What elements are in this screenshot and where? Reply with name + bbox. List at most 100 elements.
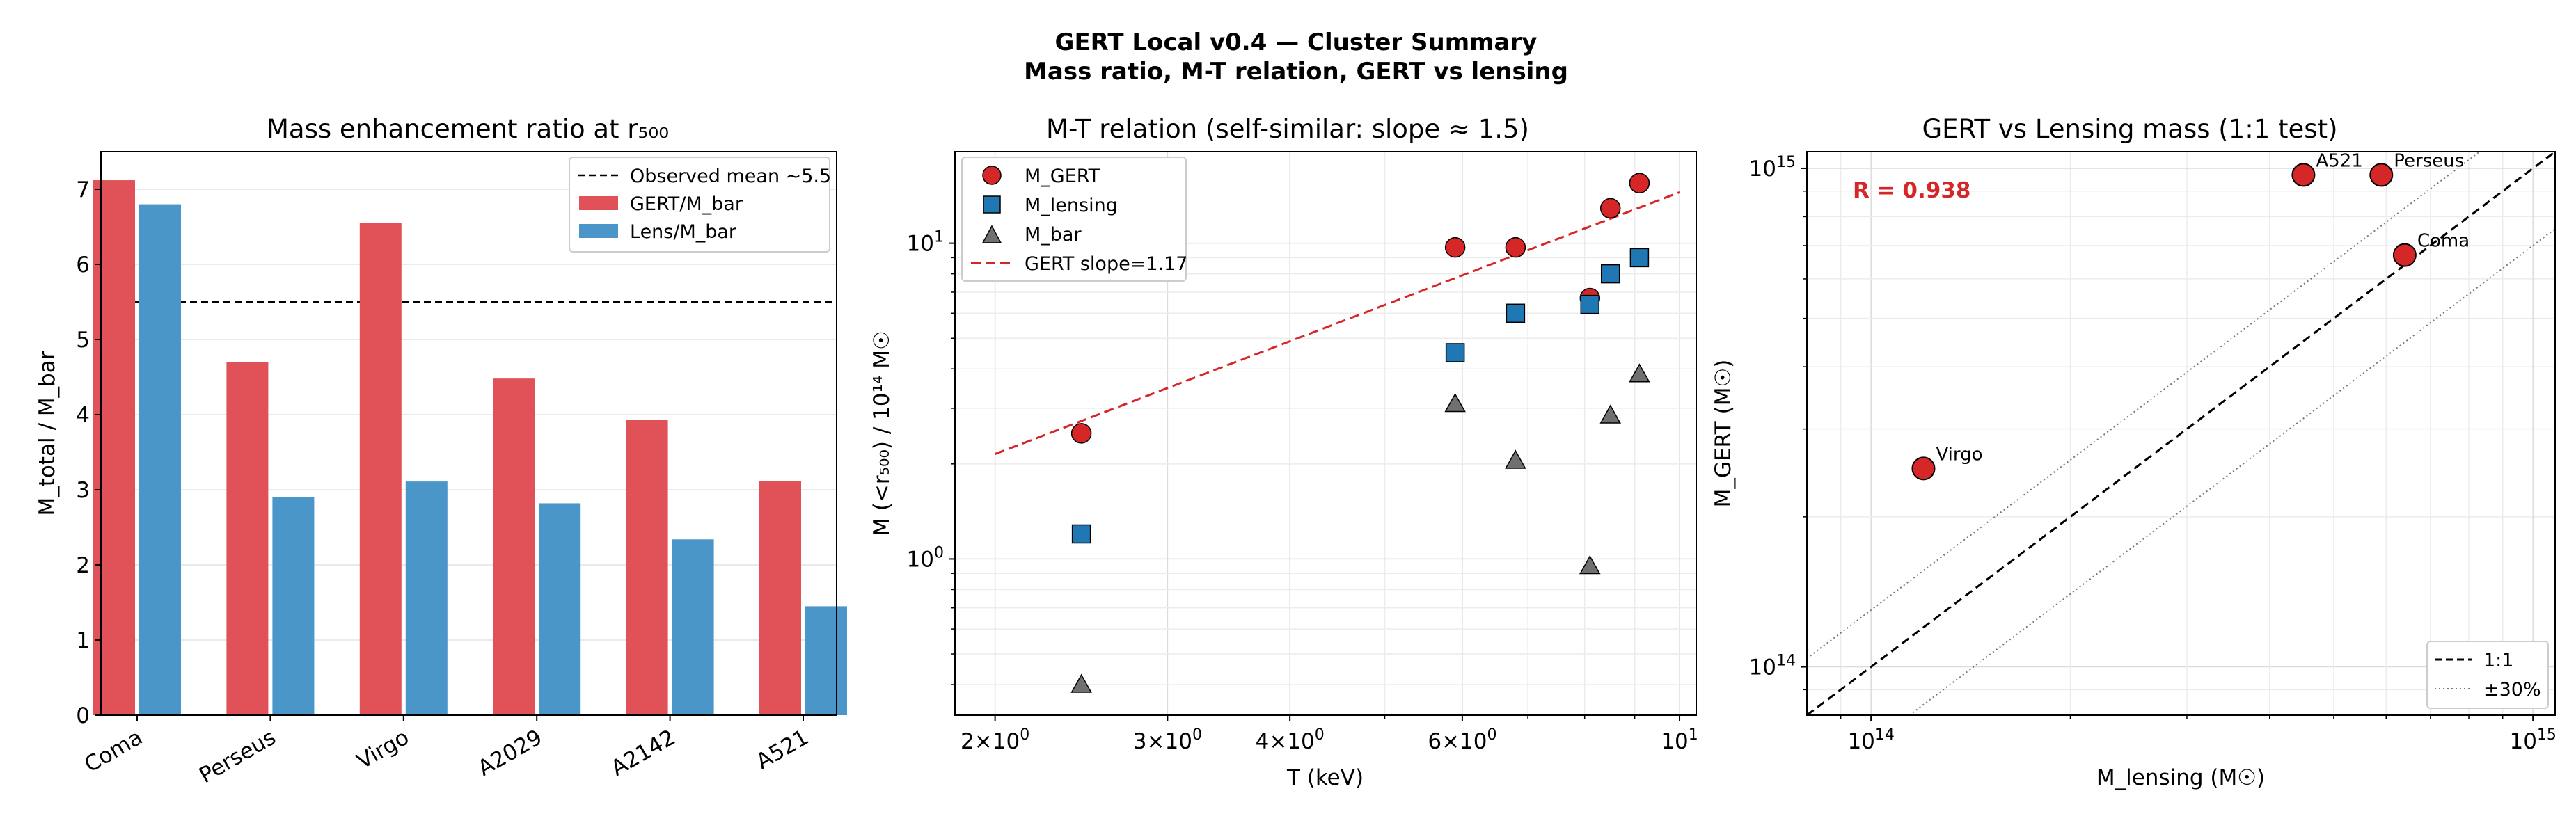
y-tick-label: 5 — [76, 328, 90, 353]
point-m-bar — [1579, 555, 1601, 575]
x-tick-label: 101 — [1661, 726, 1698, 754]
cluster-label: Perseus — [2394, 150, 2464, 171]
figure-title: GERT Local v0.4 — Cluster Summary — [1055, 29, 1538, 56]
one-to-one-line — [1806, 150, 2556, 717]
panel2-legend: M_GERT M_lensing M_bar GERT slope=1.17 — [961, 157, 1187, 282]
bar-lens-a2029 — [539, 503, 581, 715]
point-m-lensing — [1445, 343, 1465, 362]
x-tick-label: A2029 — [474, 725, 547, 781]
legend-mgert-label: M_GERT — [1025, 166, 1100, 187]
bar-gert-coma — [93, 180, 135, 715]
panel2-x-label: T (keV) — [1286, 765, 1364, 790]
legend-box — [2426, 641, 2549, 709]
legend-fit-label: GERT slope=1.17 — [1025, 253, 1187, 275]
legend-one-to-one-label: 1:1 — [2483, 650, 2513, 671]
point-m-lensing — [1071, 524, 1091, 544]
legend-mlensing-marker — [983, 195, 1001, 214]
point-m-gert — [1599, 198, 1621, 219]
bar-lens-a521 — [805, 606, 847, 715]
cluster-point-coma — [2392, 243, 2417, 267]
panel3-title: GERT vs Lensing mass (1:1 test) — [1922, 114, 2337, 144]
bar-gert-a521 — [759, 481, 801, 715]
y-tick-label: 2 — [76, 553, 90, 578]
legend-mbar-label: M_bar — [1025, 224, 1082, 246]
cluster-point-virgo — [1911, 456, 1936, 481]
x-tick-label: Virgo — [353, 725, 413, 774]
point-m-bar — [1070, 673, 1092, 693]
point-m-lensing — [1600, 264, 1620, 284]
panel1-axes-frame — [100, 151, 837, 716]
legend-gert-swatch — [579, 196, 618, 210]
y-tick-label: 100 — [907, 544, 944, 572]
panel2-title: M-T relation (self-similar: slope ≈ 1.5) — [1046, 114, 1529, 144]
cluster-point-a521 — [2291, 163, 2316, 187]
point-m-bar — [1599, 404, 1622, 424]
panel-mt-relation: M-T relation (self-similar: slope ≈ 1.5)… — [869, 114, 1698, 790]
panel-bar-chart: Mass enhancement ratio at r₅₀₀ 0 1 2 3 4 5 6 7 C… — [35, 114, 847, 788]
y-tick-label: 101 — [907, 229, 944, 257]
cluster-label: Coma — [2417, 231, 2470, 252]
legend-lens-label: Lens/M_bar — [630, 221, 737, 243]
point-m-lensing — [1580, 294, 1600, 314]
x-tick-label: 6×100 — [1428, 726, 1496, 754]
legend-band-label: ±30% — [2483, 679, 2541, 701]
bar-gert-a2142 — [626, 420, 668, 715]
x-tick-label: 2×100 — [961, 726, 1029, 754]
correlation-annotation: R = 0.938 — [1853, 178, 1971, 203]
x-tick-label: 1015 — [2509, 726, 2556, 754]
panel3-y-label: M_GERT (M☉) — [1711, 360, 1736, 508]
bar-lens-virgo — [405, 481, 448, 715]
panel3-x-label: M_lensing (M☉) — [2096, 765, 2265, 790]
point-m-gert — [1070, 423, 1092, 444]
legend-ref-label: Observed mean ~5.5 — [630, 166, 831, 187]
point-m-gert — [1505, 237, 1526, 258]
legend-box — [569, 157, 830, 253]
x-tick-label: A2142 — [607, 725, 680, 781]
figure-subtitle: Mass ratio, M-T relation, GERT vs lensin… — [1024, 58, 1568, 86]
y-tick-label: 1015 — [1749, 154, 1796, 182]
point-m-bar — [1444, 392, 1466, 413]
y-tick-label: 6 — [76, 253, 90, 278]
x-tick-label: 3×100 — [1133, 726, 1202, 754]
cluster-point-perseus — [2369, 163, 2394, 187]
point-m-lensing — [1506, 303, 1526, 323]
legend-mbar-marker — [981, 225, 1002, 243]
x-tick-label: Perseus — [195, 725, 280, 788]
y-tick-label: 1 — [76, 628, 90, 653]
y-tick-label: 1014 — [1749, 653, 1796, 680]
bar-gert-perseus — [226, 362, 269, 715]
x-tick-label: Coma — [80, 725, 147, 778]
bar-lens-coma — [139, 204, 181, 716]
bar-lens-perseus — [272, 497, 315, 715]
y-tick-label: 3 — [76, 478, 90, 503]
cluster-label: Virgo — [1936, 444, 1982, 465]
cluster-label: A521 — [2316, 150, 2362, 171]
plus-30-line — [1806, 151, 2481, 660]
panel1-legend: Observed mean ~5.5 GERT/M_bar Lens/M_bar — [569, 157, 831, 253]
point-m-bar — [1505, 449, 1526, 469]
bar-gert-virgo — [359, 223, 402, 716]
legend-mlensing-label: M_lensing — [1025, 195, 1118, 216]
legend-lens-swatch — [579, 224, 618, 238]
panel1-title: Mass enhancement ratio at r₅₀₀ — [267, 114, 669, 144]
legend-gert-label: GERT/M_bar — [630, 193, 743, 215]
y-tick-label: 0 — [76, 703, 90, 728]
panel3-axes-frame — [1806, 151, 2556, 716]
panel2-axes-frame — [954, 151, 1697, 716]
bar-gert-a2029 — [493, 378, 535, 715]
x-tick-label: A521 — [752, 725, 813, 774]
x-tick-label: 4×100 — [1256, 726, 1325, 754]
gert-fit-line — [995, 191, 1680, 455]
bar-lens-a2142 — [672, 539, 714, 715]
y-tick-label: 4 — [76, 403, 90, 428]
panel2-y-label: M (<r₅₀₀) / 10¹⁴ M☉ — [869, 330, 894, 536]
panel3-legend: 1:1 ±30% — [2426, 641, 2549, 709]
point-m-bar — [1629, 363, 1650, 383]
x-tick-label: 1014 — [1847, 726, 1894, 754]
panel1-y-label: M_total / M_bar — [35, 351, 60, 516]
minus-30-line — [1909, 228, 2556, 716]
point-m-lensing — [1629, 248, 1650, 268]
legend-mgert-marker — [982, 166, 1002, 185]
point-m-gert — [1444, 237, 1466, 258]
